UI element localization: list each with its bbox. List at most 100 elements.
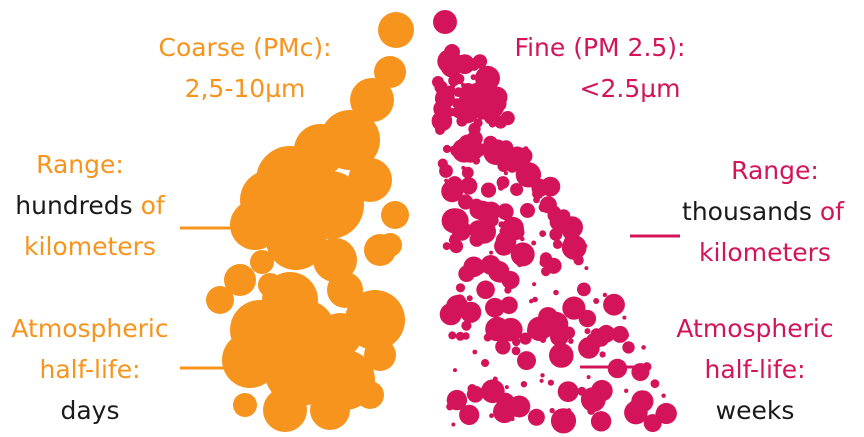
fine-particle <box>488 107 497 115</box>
fine-particle <box>573 255 584 266</box>
fine-particle <box>520 381 528 388</box>
fine-particle <box>497 203 514 220</box>
coarse-particle <box>233 393 257 417</box>
fine-particle <box>446 389 468 411</box>
fine-particle <box>442 144 452 154</box>
fine-particle <box>471 219 496 244</box>
fine-particle <box>562 296 586 320</box>
fine-particle <box>450 83 456 89</box>
fine-particle <box>508 224 525 241</box>
fine-particle <box>584 328 591 335</box>
fine-particle <box>549 227 563 241</box>
coarse-range-line: hundreds of <box>0 191 180 221</box>
fine-particle <box>456 115 468 127</box>
fine-particle <box>449 239 464 254</box>
fine-particle <box>481 201 501 221</box>
coarse-particle <box>263 388 307 432</box>
fine-particle <box>433 10 457 34</box>
fine-particle <box>538 202 549 213</box>
fine-particle <box>452 106 464 119</box>
fine-particle <box>446 176 463 193</box>
fine-particle <box>461 165 466 170</box>
fine-particle <box>488 260 510 283</box>
fine-particle <box>603 293 625 316</box>
fine-particle <box>472 54 488 69</box>
fine-particle <box>442 242 451 251</box>
fine-particle <box>475 107 488 120</box>
fine-particle <box>488 265 494 271</box>
fine-particle <box>557 209 571 223</box>
fine-particle <box>622 315 627 320</box>
coarse-particle <box>266 210 326 270</box>
fine-particle <box>473 118 483 128</box>
fine-particle <box>510 242 535 267</box>
fine-particle <box>550 308 555 313</box>
fine-particle <box>500 296 518 315</box>
fine-particle <box>520 203 535 218</box>
fine-particle <box>472 349 478 355</box>
fine-particle <box>469 198 484 212</box>
fine-particle <box>519 332 532 345</box>
fine-particle <box>593 298 600 304</box>
fine-particle <box>460 82 466 88</box>
coarse-range-unit: kilometers <box>24 232 156 261</box>
coarse-particle-cluster <box>206 12 414 432</box>
fine-range-label: Range: <box>731 156 819 185</box>
coarse-particle <box>313 238 357 282</box>
fine-particle <box>511 335 519 343</box>
fine-range-line: thousands of <box>665 197 861 227</box>
fine-particle <box>450 145 462 157</box>
fine-range-of: of <box>819 197 844 226</box>
fine-particle <box>504 385 509 390</box>
fine-particle <box>557 381 579 402</box>
fine-particle <box>494 115 508 129</box>
fine-particle <box>434 88 455 109</box>
fine-particle <box>504 322 509 327</box>
coarse-particle <box>378 12 414 48</box>
fine-range-unit: kilometers <box>699 238 831 267</box>
coarse-particle <box>350 78 394 122</box>
fine-particle <box>461 166 474 179</box>
fine-particle <box>539 230 547 238</box>
coarse-particle <box>250 250 274 274</box>
fine-particle <box>480 182 497 198</box>
fine-particle <box>532 282 537 287</box>
fine-particle <box>547 379 555 386</box>
fine-particle <box>444 121 450 128</box>
coarse-particle <box>310 390 350 430</box>
fine-particle <box>599 351 606 358</box>
fine-particle <box>611 325 629 343</box>
fine-particle <box>643 414 662 433</box>
fine-particle <box>511 346 521 356</box>
fine-particle <box>556 416 561 421</box>
fine-particle <box>437 158 448 169</box>
coarse-title: Coarse (PMc): <box>158 33 332 62</box>
fine-particle <box>580 387 606 412</box>
coarse-halflife-value: days <box>60 396 120 425</box>
fine-particle <box>451 422 456 427</box>
fine-particle <box>448 75 460 87</box>
fine-particle <box>650 379 660 389</box>
fine-particle <box>495 339 511 355</box>
fine-particle <box>661 393 666 398</box>
fine-particle <box>471 224 478 231</box>
fine-particle <box>532 296 538 303</box>
fine-particle <box>655 402 677 425</box>
fine-particle <box>462 332 470 340</box>
fine-particle <box>532 188 544 200</box>
fine-particle <box>607 304 613 310</box>
fine-particle <box>459 404 480 425</box>
fine-particle <box>497 105 504 112</box>
fine-particle <box>499 317 523 342</box>
coarse-halflife-label-2: half-life: <box>39 355 141 384</box>
fine-particle <box>451 233 457 239</box>
fine-particle <box>552 239 563 249</box>
coarse-particle <box>356 381 384 409</box>
fine-particle <box>549 343 574 368</box>
fine-particle <box>483 139 509 166</box>
fine-particle <box>489 413 494 419</box>
fine-particle <box>510 183 524 196</box>
coarse-range-of: of <box>140 191 165 220</box>
fine-particle <box>529 299 534 304</box>
